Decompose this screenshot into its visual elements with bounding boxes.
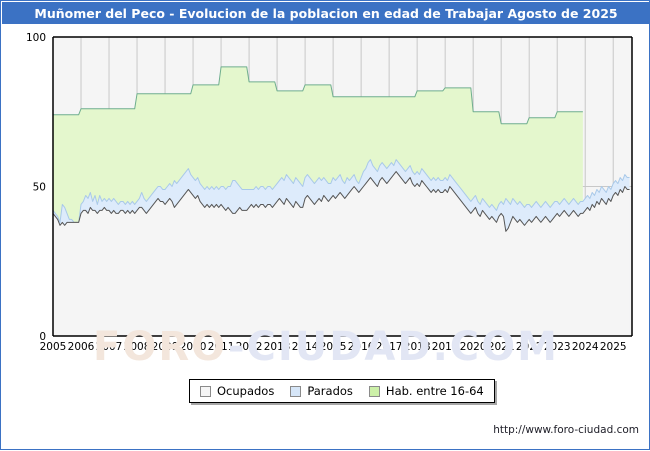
series-parados-line: [52, 159, 630, 223]
y-tick-label: 0: [39, 331, 46, 343]
page-title: Muñomer del Peco - Evolucion de la pobla…: [34, 5, 618, 21]
legend-swatch-hab-16-64: [368, 385, 380, 397]
chart-legend: Ocupados Parados Hab. entre 16-64: [189, 379, 495, 403]
x-tick-label: 2025: [600, 341, 627, 353]
x-tick-label: 2007: [96, 341, 123, 353]
x-tick-label: 2019: [432, 341, 459, 353]
x-tick-label: 2024: [572, 341, 599, 353]
legend-item-parados: Parados: [290, 384, 353, 398]
x-tick-label: 2009: [152, 341, 179, 353]
x-tick-label: 2016: [348, 341, 375, 353]
x-tick-label: 2006: [68, 341, 95, 353]
x-tick-label: 2021: [488, 341, 515, 353]
y-tick-label: 50: [33, 182, 46, 194]
x-tick-label: 2014: [292, 341, 319, 353]
x-tick-label: 2010: [180, 341, 207, 353]
legend-label-hab-16-64: Hab. entre 16-64: [385, 384, 484, 398]
legend-item-hab-16-64: Hab. entre 16-64: [368, 384, 484, 398]
x-tick-label: 2017: [376, 341, 403, 353]
legend-label-ocupados: Ocupados: [217, 384, 275, 398]
chart-canvas: 0 50 100 2005 2006 2007 2008 2009 2010 2011 2012 20…: [1, 24, 650, 451]
legend-item-ocupados: Ocupados: [200, 384, 274, 398]
x-tick-label: 2012: [236, 341, 263, 353]
x-tick-label: 2018: [404, 341, 431, 353]
x-tick-label: 2020: [460, 341, 487, 353]
x-tick-label: 2015: [320, 341, 347, 353]
series-ocupados-area: [53, 171, 630, 336]
x-tick-label: 2008: [124, 341, 151, 353]
legend-swatch-ocupados: [200, 385, 211, 397]
window-title-bar: Muñomer del Peco - Evolucion de la pobla…: [2, 2, 650, 24]
y-tick-label: 100: [26, 32, 46, 44]
series-ocupados-line: [52, 171, 630, 232]
x-tick-label: 2022: [516, 341, 543, 353]
legend-label-parados: Parados: [307, 384, 353, 398]
x-tick-label: 2011: [208, 341, 235, 353]
x-tick-label: 2013: [264, 341, 291, 353]
x-tick-label: 2005: [40, 341, 67, 353]
legend-swatch-parados: [290, 385, 302, 397]
source-url: http://www.foro-ciudad.com: [493, 424, 639, 436]
x-tick-label: 2023: [544, 341, 571, 353]
series-hab-16-64-line: [53, 66, 583, 125]
